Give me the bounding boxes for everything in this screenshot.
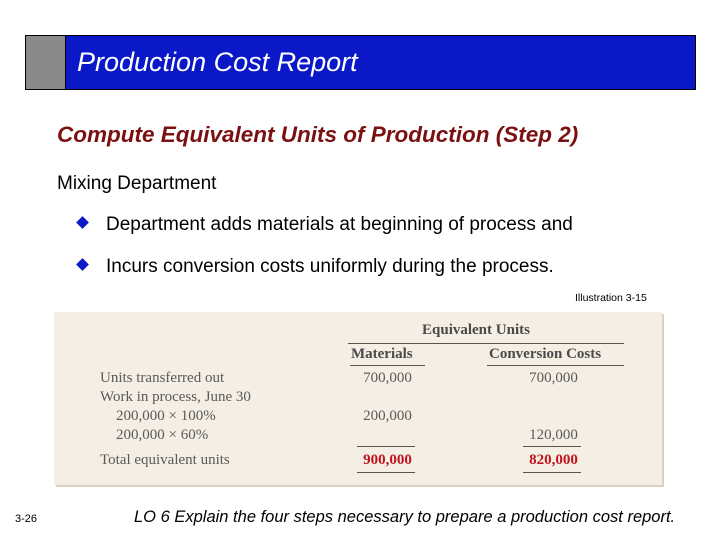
- illustration-label: Illustration 3-15: [575, 292, 647, 304]
- cell-conversion: 700,000: [529, 370, 578, 386]
- diamond-bullet-icon: [76, 258, 89, 271]
- table-group-header: Equivalent Units: [422, 322, 530, 338]
- bullet-item: Department adds materials at beginning o…: [76, 214, 573, 236]
- total-rule-conversion: [523, 446, 581, 447]
- learning-objective: LO 6 Explain the four steps necessary to…: [134, 508, 676, 526]
- row-label: Units transferred out: [100, 370, 225, 386]
- column-header-materials: Materials: [351, 346, 413, 362]
- column-header-conversion: Conversion Costs: [489, 346, 602, 362]
- cell-materials: 200,000: [363, 408, 412, 424]
- cell-materials: 700,000: [363, 370, 412, 386]
- equivalent-units-table: Equivalent Units Materials Conversion Co…: [54, 312, 662, 485]
- slide-subtitle: Compute Equivalent Units of Production (…: [57, 122, 579, 147]
- total-conversion: 820,000: [529, 452, 578, 468]
- column-rule-conversion: [487, 365, 624, 366]
- page-number: 3-26: [15, 513, 38, 525]
- row-label: Total equivalent units: [100, 452, 230, 468]
- title-accent-block: [26, 36, 66, 89]
- row-label: 200,000 × 100%: [116, 408, 216, 424]
- slide-title: Production Cost Report: [66, 36, 695, 89]
- bullet-item: Incurs conversion costs uniformly during…: [76, 256, 554, 278]
- total-materials: 900,000: [363, 452, 412, 468]
- column-rule-materials: [350, 365, 425, 366]
- header-rule: [348, 343, 624, 344]
- diamond-bullet-icon: [76, 216, 89, 229]
- department-label: Mixing Department: [57, 173, 217, 194]
- bullet-text: Incurs conversion costs uniformly during…: [106, 256, 554, 277]
- double-rule-conversion: [523, 472, 581, 473]
- row-label: Work in process, June 30: [100, 389, 251, 405]
- total-rule-materials: [357, 446, 415, 447]
- bullet-text: Department adds materials at beginning o…: [106, 214, 573, 235]
- row-label: 200,000 × 60%: [116, 427, 209, 443]
- title-bar: Production Cost Report: [25, 35, 696, 90]
- double-rule-materials: [357, 472, 415, 473]
- cell-conversion: 120,000: [529, 427, 578, 443]
